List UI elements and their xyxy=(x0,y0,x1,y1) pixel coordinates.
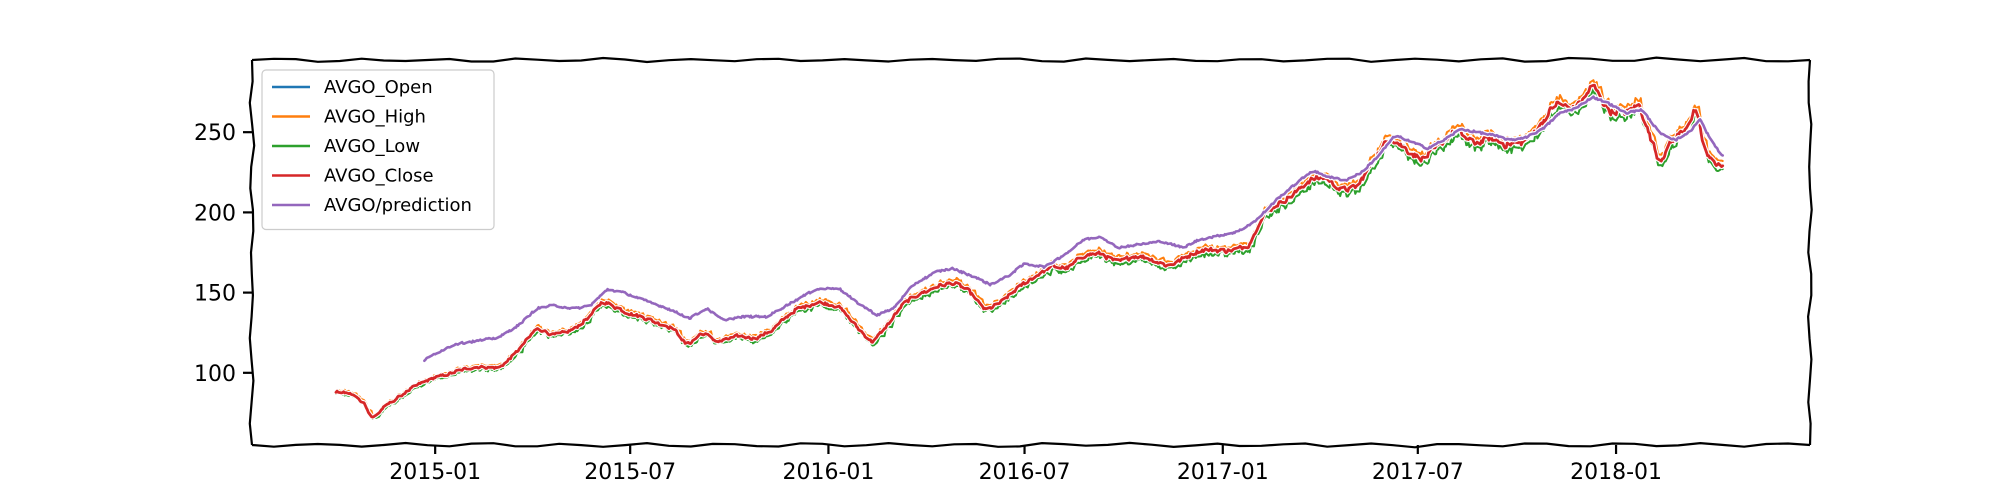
legend-item: AVGO_High xyxy=(272,107,426,128)
legend-box xyxy=(261,69,495,231)
legend-label: AVGO_Open xyxy=(324,77,433,98)
series-lines xyxy=(333,77,1726,422)
x-tick-label: 2016-01 xyxy=(782,460,874,485)
legend: AVGO_Open AVGO_High AVGO_Low AVGO_Close AVGO… xyxy=(261,69,495,231)
x-tick-label: 2018-01 xyxy=(1570,460,1662,485)
legend-label: AVGO_High xyxy=(324,107,426,128)
y-axis: 100 150 200 250 xyxy=(194,121,252,387)
series-line-avgo-close xyxy=(333,82,1726,420)
x-tick-label: 2017-01 xyxy=(1177,460,1269,485)
plot-area xyxy=(248,56,1813,449)
legend-label: AVGO_Close xyxy=(324,166,434,187)
legend-item: AVGO_Low xyxy=(272,136,420,157)
legend-item: AVGO/prediction xyxy=(272,195,472,216)
y-tick-label: 200 xyxy=(194,201,236,226)
y-tick-label: 150 xyxy=(194,282,236,307)
legend-label: AVGO/prediction xyxy=(324,195,472,216)
series-line-avgo-high xyxy=(333,77,1726,419)
x-tick-label: 2017-07 xyxy=(1372,460,1464,485)
x-tick-label: 2016-07 xyxy=(979,460,1071,485)
legend-item: AVGO_Open xyxy=(272,77,433,98)
y-tick-label: 100 xyxy=(194,362,236,387)
legend-label: AVGO_Low xyxy=(324,136,420,157)
legend-item: AVGO_Close xyxy=(272,166,434,187)
series-line-avgo-prediction xyxy=(421,94,1726,364)
x-tick-label: 2015-01 xyxy=(389,460,481,485)
series-line-avgo-open xyxy=(333,82,1726,420)
y-tick-label: 250 xyxy=(194,121,236,146)
x-tick-label: 2015-07 xyxy=(584,460,676,485)
x-axis: 2015-01 2015-07 2016-01 2016-07 2017-01 2017-… xyxy=(389,445,1662,485)
axes-frame xyxy=(248,56,1813,449)
